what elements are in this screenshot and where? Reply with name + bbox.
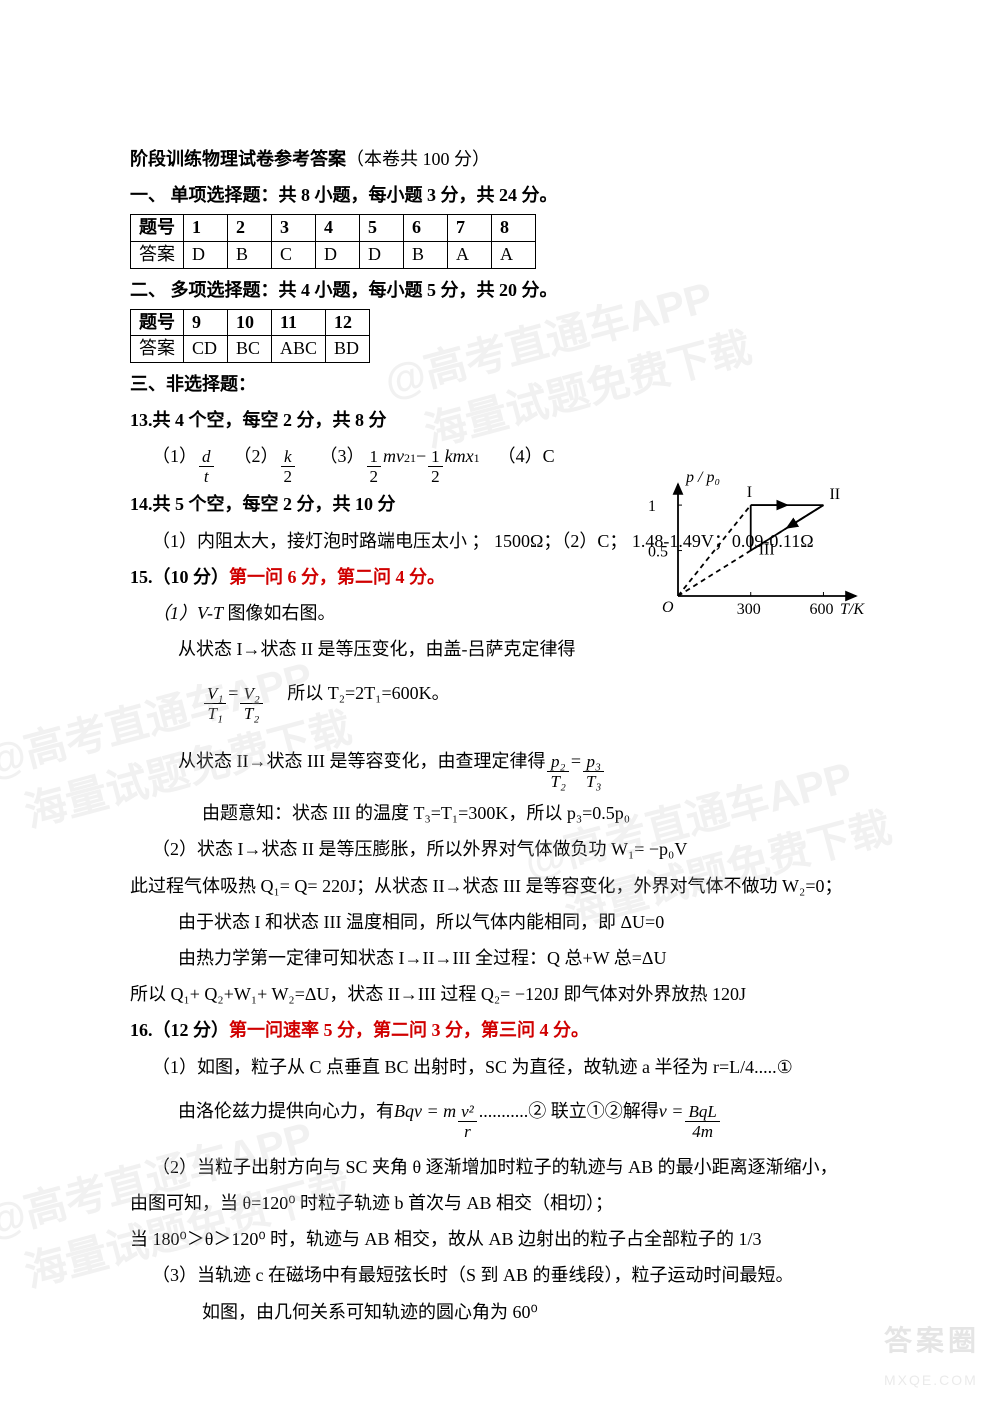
q13-1-frac: dt xyxy=(199,448,214,485)
q13-3-frac-b: 12 xyxy=(428,448,443,485)
frac-v2t2: V₂T₂ xyxy=(240,685,262,722)
frac-v2r: v²r xyxy=(458,1103,477,1140)
pt-chart: T/Kp / p₀O3006000.51IIIIII xyxy=(640,468,870,628)
q15-2e: 所以 Q₁+ Q₂+W₁+ W₂=ΔU，状态 II→III 过程 Q₂= −12… xyxy=(130,977,870,1011)
q16-head-a: 16.（12 分） xyxy=(130,1020,229,1040)
q13-1-label: （1） xyxy=(152,439,197,473)
table-row: 答案 D B C D D B A A xyxy=(131,241,536,268)
q13-3-frac-a: 12 xyxy=(367,448,382,485)
title-suffix: （本卷共 100 分） xyxy=(346,149,490,169)
td: ABC xyxy=(272,336,326,363)
section1-heading: 一、 单项选择题：共 8 小题，每小题 3 分，共 24 分。 xyxy=(130,178,870,212)
q15-eq1: V₁T₁ = V₂T₂ 所以 T₂=2T₁=600K。 xyxy=(130,676,870,722)
q13-head: 13.共 4 个空，每空 2 分，共 8 分 xyxy=(130,403,870,437)
q16-3a: （3）当轨迹 c 在磁场中有最短弦长时（S 到 AB 的垂线段），粒子运动时间最… xyxy=(130,1258,870,1292)
th: 题号 xyxy=(131,309,184,336)
td: B xyxy=(228,241,272,268)
td: D xyxy=(360,241,404,268)
q16-head: 16.（12 分）第一问速率 5 分，第二问 3 分，第三问 4 分。 xyxy=(130,1013,870,1047)
q15-head-a: 15.（10 分） xyxy=(130,567,229,587)
th: 6 xyxy=(404,215,448,242)
svg-text:300: 300 xyxy=(737,601,761,618)
td: BC xyxy=(228,336,272,363)
th: 9 xyxy=(184,309,228,336)
th: 2 xyxy=(228,215,272,242)
frac-v1t1: V₁T₁ xyxy=(204,685,226,722)
th: 7 xyxy=(448,215,492,242)
th: 4 xyxy=(316,215,360,242)
q16-3b: 如图，由几何关系可知轨迹的圆心角为 60⁰ xyxy=(130,1295,870,1329)
q13-3-label: （3） xyxy=(320,439,365,473)
td: C xyxy=(272,241,316,268)
td: D xyxy=(316,241,360,268)
svg-text:O: O xyxy=(662,599,674,616)
q15-2a: （2）状态 I→状态 II 是等压膨胀，所以外界对气体做负功 W₁= −p₀V xyxy=(130,832,870,866)
td: 答案 xyxy=(131,241,184,268)
logo-text-1: 答案圈 xyxy=(884,1314,980,1367)
frac-p3t3: p₃T₃ xyxy=(583,753,604,790)
q16-1b: 由洛伦兹力提供向心力，有 Bqv = m v²r ...........② 联立… xyxy=(130,1094,870,1140)
q15-head-b: 第一问 6 分，第二问 4 分。 xyxy=(229,567,445,587)
svg-text:600: 600 xyxy=(809,601,833,618)
svg-text:p / p₀: p / p₀ xyxy=(685,469,720,486)
svg-text:II: II xyxy=(829,486,840,503)
q16-2c: 当 180⁰＞θ＞120⁰ 时，轨迹与 AB 相交，故从 AB 边射出的粒子占全… xyxy=(130,1222,870,1256)
th: 8 xyxy=(492,215,536,242)
td: B xyxy=(404,241,448,268)
td: CD xyxy=(184,336,228,363)
svg-text:0.5: 0.5 xyxy=(648,544,668,561)
svg-text:T/K: T/K xyxy=(840,601,865,618)
table-row: 题号 9 10 11 12 xyxy=(131,309,370,336)
svg-text:I: I xyxy=(747,484,752,501)
corner-logo: 答案圈 MXQE.COM xyxy=(884,1314,980,1394)
td: D xyxy=(184,241,228,268)
svg-text:1: 1 xyxy=(648,498,656,515)
th: 5 xyxy=(360,215,404,242)
q13-2-label: （2） xyxy=(234,439,279,473)
q15-2b: 此过程气体吸热 Q₁= Q= 220J；从状态 II→状态 III 是等容变化，… xyxy=(130,869,870,903)
frac-p2t2: p₂T₂ xyxy=(547,753,568,790)
td: A xyxy=(492,241,536,268)
th: 题号 xyxy=(131,215,184,242)
q16-2a: （2）当粒子出射方向与 SC 夹角 θ 逐渐增加时粒子的轨迹与 AB 的最小距离… xyxy=(130,1150,870,1184)
page-title: 阶段训练物理试卷参考答案（本卷共 100 分） xyxy=(130,142,870,176)
title-prefix: 阶段训练物理试卷参考答案 xyxy=(130,149,346,169)
q13-3-kmx: kmx xyxy=(445,439,474,473)
td: A xyxy=(448,241,492,268)
q16-head-b: 第一问速率 5 分，第二问 3 分，第三问 4 分。 xyxy=(229,1020,589,1040)
q15-1b: 从状态 II→状态 III 是等容变化，由查理定律得 p₂T₂ = p₃T₃ xyxy=(130,744,870,790)
q15-1a: 从状态 I→状态 II 是等压变化，由盖-吕萨克定律得 xyxy=(130,632,870,666)
section2-heading: 二、 多项选择题：共 4 小题，每小题 5 分，共 20 分。 xyxy=(130,273,870,307)
td: 答案 xyxy=(131,336,184,363)
q16-1a: （1）如图，粒子从 C 点垂直 BC 出射时，SC 为直径，故轨迹 a 半径为 … xyxy=(130,1050,870,1084)
frac-bql4m: BqL4m xyxy=(685,1103,719,1140)
q13-4: （4）C xyxy=(498,439,555,473)
q15-2d: 由热力学第一定律可知状态 I→II→III 全过程：Q 总+W 总=ΔU xyxy=(130,941,870,975)
q16-2b: 由图可知，当 θ=120⁰ 时粒子轨迹 b 首次与 AB 相交（相切）； xyxy=(130,1186,870,1220)
th: 1 xyxy=(184,215,228,242)
table-row: 题号 1 2 3 4 5 6 7 8 xyxy=(131,215,536,242)
q15-2c: 由于状态 I 和状态 III 温度相同，所以气体内能相同，即 ΔU=0 xyxy=(130,905,870,939)
q13-2-frac: k2 xyxy=(281,448,296,485)
q13-3-mv: mv xyxy=(383,439,404,473)
section3-heading: 三、非选择题： xyxy=(130,367,870,401)
th: 11 xyxy=(272,309,326,336)
th: 3 xyxy=(272,215,316,242)
td: BD xyxy=(326,336,370,363)
table-row: 答案 CD BC ABC BD xyxy=(131,336,370,363)
logo-text-2: MXQE.COM xyxy=(884,1367,980,1394)
q15-1c: 由题意知：状态 III 的温度 T₃=T₁=300K，所以 p₃=0.5p₀ xyxy=(130,796,870,830)
q15-eq1-tail: 所以 T₂=2T₁=600K。 xyxy=(287,676,449,710)
th: 10 xyxy=(228,309,272,336)
table-single-choice: 题号 1 2 3 4 5 6 7 8 答案 D B C D D B A A xyxy=(130,214,536,268)
table-multi-choice: 题号 9 10 11 12 答案 CD BC ABC BD xyxy=(130,309,370,363)
chart-svg: T/Kp / p₀O3006000.51IIIIII xyxy=(640,468,870,628)
th: 12 xyxy=(326,309,370,336)
svg-text:III: III xyxy=(759,542,775,559)
